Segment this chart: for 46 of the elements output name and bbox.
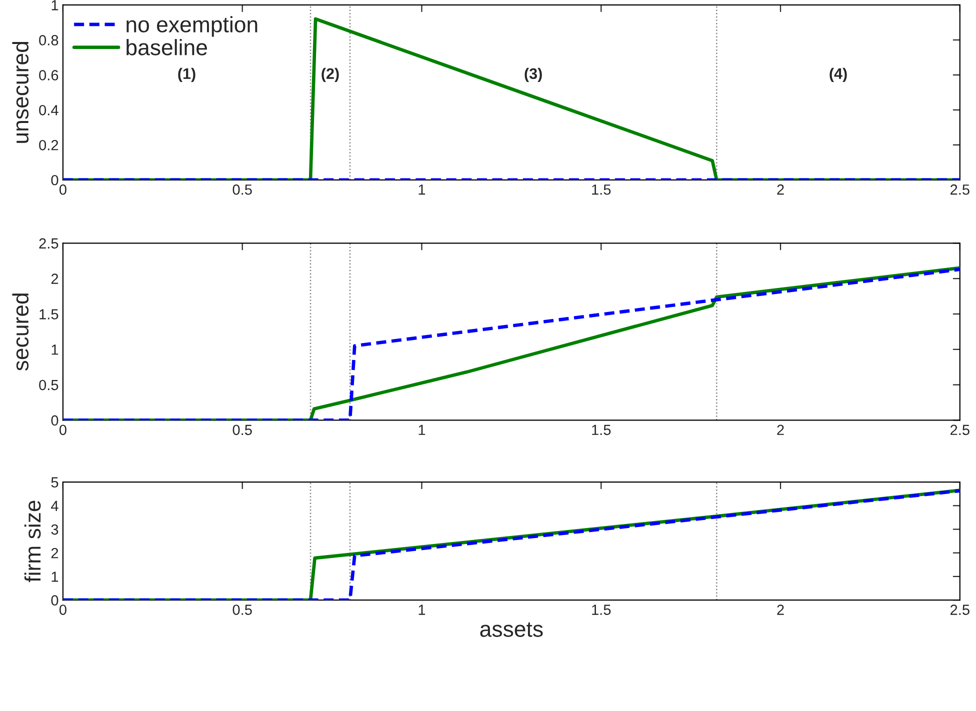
y-tick-label: 4: [51, 500, 58, 511]
x-axis-title: assets: [480, 622, 543, 637]
annotation: (2): [322, 68, 339, 82]
x-tick-label: 2.5: [950, 604, 970, 615]
x-tick-label: 1.5: [592, 604, 611, 615]
y-tick-label: 0.4: [39, 105, 58, 116]
x-tick-label: 0: [59, 604, 66, 615]
x-tick-label: 1.5: [592, 184, 611, 195]
annotation: (3): [524, 68, 542, 82]
y-tick-label: 1: [52, 344, 58, 355]
x-tick-label: 0.5: [232, 424, 252, 436]
y-tick-label: 0.6: [39, 70, 58, 80]
annotation: (4): [830, 68, 847, 82]
y-tick-label: 1: [52, 0, 58, 10]
x-tick-label: 1: [418, 604, 426, 615]
y-tick-label: 0: [51, 174, 58, 186]
x-tick-label: 2.5: [950, 184, 970, 195]
x-tick-label: 1: [418, 424, 426, 435]
legend-label: no exemption: [126, 16, 258, 37]
legend-label: baseline: [126, 39, 207, 56]
x-tick-label: 0: [59, 424, 66, 436]
x-tick-label: 1: [418, 184, 426, 195]
x-tick-label: 2: [777, 424, 784, 435]
x-tick-label: 1.5: [592, 424, 611, 436]
y-tick-label: 2: [51, 548, 58, 558]
y-tick-label: 5: [51, 477, 58, 488]
x-tick-label: 2: [777, 184, 784, 195]
y-tick-label: 0: [51, 595, 58, 606]
y-tick-label: 0.8: [39, 35, 58, 46]
x-tick-label: 0.5: [232, 604, 252, 615]
x-tick-label: 2: [777, 604, 784, 615]
y-axis-title: firm size: [24, 500, 41, 582]
y-tick-label: 0.5: [39, 380, 58, 390]
y-tick-label: 0.2: [39, 140, 58, 150]
annotation: (1): [178, 68, 196, 82]
y-tick-label: 0: [51, 415, 58, 426]
y-axis-title: unsecured: [12, 42, 29, 143]
y-axis-title: secured: [12, 294, 29, 371]
y-tick-label: 1.5: [40, 309, 58, 320]
y-tick-label: 1: [52, 572, 58, 582]
x-tick-label: 0: [59, 184, 66, 195]
x-tick-label: 0.5: [232, 184, 252, 195]
x-tick-label: 2.5: [950, 424, 970, 436]
y-tick-label: 2.5: [39, 238, 58, 249]
y-tick-label: 2: [51, 274, 58, 284]
y-tick-label: 3: [51, 524, 58, 535]
